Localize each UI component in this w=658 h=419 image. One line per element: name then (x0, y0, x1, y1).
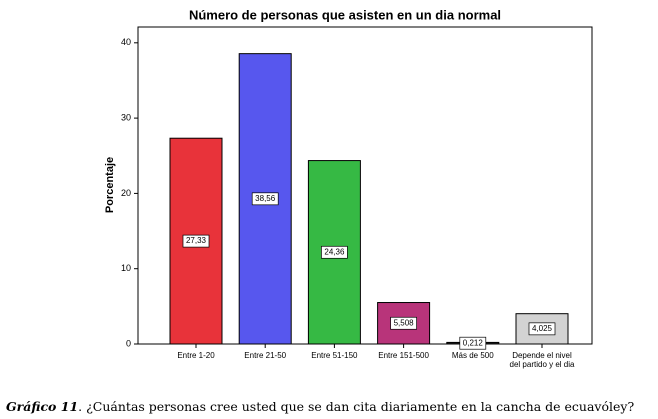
y-axis-title: Porcentaje (104, 157, 116, 213)
chart-title: Número de personas que asisten en un dia… (189, 7, 501, 22)
value-label: 24,36 (324, 247, 345, 256)
value-label-box (390, 316, 417, 330)
x-tick-label: Entre 1-20 (177, 351, 215, 360)
y-tick-label: 10 (121, 263, 131, 273)
value-label: 27,33 (186, 236, 207, 245)
value-label-box (459, 336, 487, 350)
x-tick-label: Entre 151-500 (378, 351, 429, 360)
x-tick-label: Entre 21-50 (244, 351, 287, 360)
chart: Número de personas que asisten en un dia… (104, 7, 593, 350)
value-label-box (528, 322, 556, 336)
y-tick-label: 40 (121, 37, 131, 47)
value-label: 5,508 (394, 318, 415, 327)
caption-text: . ¿Cuántas personas cree usted que se da… (78, 399, 635, 414)
y-tick-label: 30 (121, 112, 131, 122)
y-tick-label: 0 (126, 338, 131, 348)
value-label: 0,212 (463, 338, 484, 347)
x-tick-label: Depende el nivel del partido y el dia (509, 351, 575, 369)
x-tick-label: Entre 51-150 (311, 351, 358, 360)
value-label-box (182, 234, 210, 248)
y-tick-label: 20 (121, 188, 131, 198)
value-label-box (251, 192, 279, 206)
x-tick-label: Más de 500 (451, 351, 494, 360)
value-label: 4,025 (532, 324, 553, 333)
value-label: 38,56 (255, 194, 276, 203)
caption: Gráfico 11. ¿Cuántas personas cree usted… (6, 399, 634, 414)
value-label-box (321, 245, 348, 259)
caption-label: Gráfico 11 (6, 399, 79, 414)
